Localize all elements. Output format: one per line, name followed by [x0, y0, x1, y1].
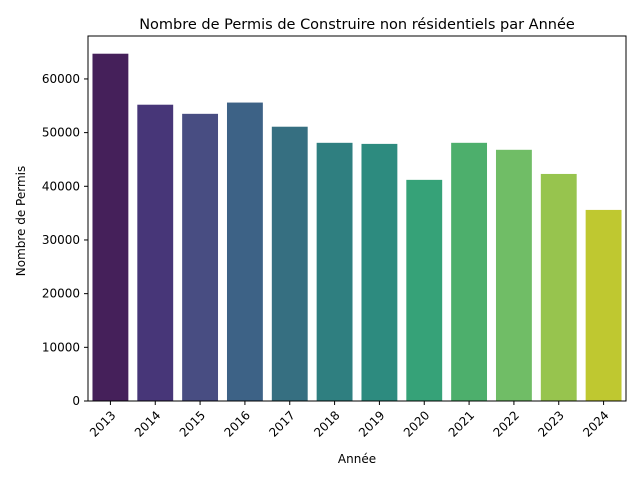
- y-tick-label: 20000: [42, 287, 80, 301]
- x-tick-label-2018: 2018: [311, 408, 342, 439]
- x-axis-label: Année: [338, 452, 376, 466]
- x-tick-label-2019: 2019: [356, 408, 387, 439]
- bar-2017: [271, 126, 308, 402]
- x-tick-label-2020: 2020: [401, 408, 432, 439]
- bar-2024: [585, 209, 622, 401]
- bar-2023: [540, 173, 577, 401]
- plot-frame: [87, 35, 627, 402]
- y-axis-ticks: 0 10000 20000 30000 40000 50000 60000: [42, 72, 88, 408]
- bar-2021: [451, 142, 488, 402]
- y-tick-label: 0: [72, 394, 80, 408]
- bar-2022: [495, 149, 532, 401]
- y-tick-label: 40000: [42, 179, 80, 193]
- x-tick-label-2013: 2013: [87, 408, 118, 439]
- x-tick-label-2015: 2015: [177, 408, 208, 439]
- x-tick-label-2017: 2017: [266, 408, 297, 439]
- bar-2015: [182, 113, 219, 402]
- x-tick-label-2016: 2016: [222, 408, 253, 439]
- bar-2014: [137, 104, 174, 402]
- bar-2019: [361, 143, 398, 401]
- x-tick-label-2023: 2023: [535, 408, 566, 439]
- y-tick-label: 30000: [42, 233, 80, 247]
- y-tick-label: 50000: [42, 126, 80, 140]
- bar-2018: [316, 142, 353, 402]
- bar-2013: [92, 53, 129, 402]
- x-axis-ticks: 2013 2014 2015 2016 2017 2018 2019 2020 2021 2022…: [87, 401, 612, 440]
- x-tick-label-2014: 2014: [132, 408, 163, 439]
- chart-title: Nombre de Permis de Construire non résid…: [139, 17, 575, 33]
- y-tick-label: 60000: [42, 72, 80, 86]
- bar-2016: [226, 102, 263, 401]
- bar-2020: [406, 179, 443, 401]
- y-tick-label: 10000: [42, 340, 80, 354]
- x-tick-label-2021: 2021: [446, 408, 477, 439]
- x-tick-label-2024: 2024: [580, 408, 611, 439]
- y-axis-label: Nombre de Permis: [14, 166, 28, 277]
- x-tick-label-2022: 2022: [491, 408, 522, 439]
- plot-area: [87, 35, 627, 402]
